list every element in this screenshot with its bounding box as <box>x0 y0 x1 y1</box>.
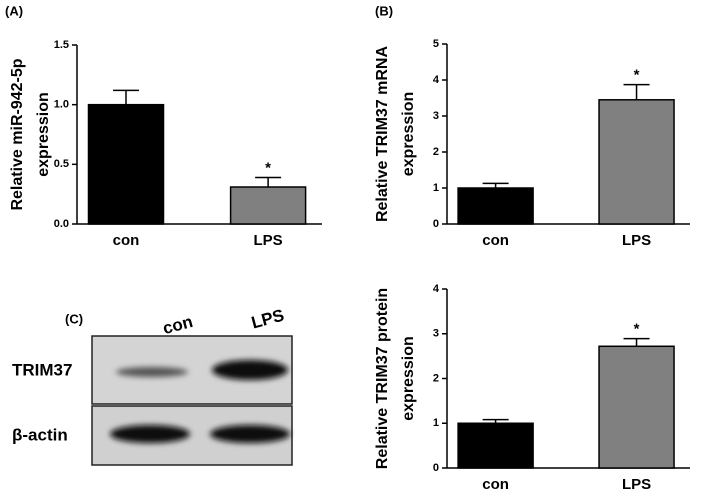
y-axis-label: Relative miR-942-5p <box>9 58 26 210</box>
y-axis-label: expression <box>35 92 52 176</box>
row-label: TRIM37 <box>12 360 72 379</box>
y-tick-label: 4 <box>433 74 440 86</box>
western-blot: (C) con LPS TRIM37 β-actin <box>12 306 293 466</box>
y-tick-label: 0.5 <box>54 158 69 170</box>
bar <box>598 99 675 225</box>
bar <box>457 187 534 225</box>
significance-label: * <box>634 321 640 338</box>
band <box>210 425 290 443</box>
bar <box>87 103 165 225</box>
bar <box>598 345 675 469</box>
x-tick-label: con <box>113 232 140 249</box>
x-tick-label: LPS <box>254 232 283 249</box>
bar <box>457 422 534 469</box>
x-tick-label: con <box>482 232 509 249</box>
y-axis-label: Relative TRIM37 mRNA <box>374 46 391 222</box>
x-tick-label: LPS <box>622 232 651 249</box>
row-label: β-actin <box>12 425 68 444</box>
y-axis-label: expression <box>400 92 417 176</box>
band <box>116 367 188 377</box>
panel-label: (C) <box>65 311 83 326</box>
significance-label: * <box>634 67 640 84</box>
y-tick-label: 1 <box>433 182 439 194</box>
y-tick-label: 3 <box>433 110 439 122</box>
significance-label: * <box>265 159 271 176</box>
y-tick-label: 0.0 <box>54 218 69 230</box>
y-tick-label: 1 <box>433 417 439 429</box>
y-tick-label: 0 <box>433 218 439 230</box>
y-tick-label: 2 <box>433 146 439 158</box>
lane-label: LPS <box>249 306 286 333</box>
bar <box>229 186 307 225</box>
y-tick-label: 3 <box>433 328 439 340</box>
band <box>110 425 190 443</box>
y-axis-label: Relative TRIM37 protein <box>374 288 391 469</box>
x-tick-label: LPS <box>622 476 651 492</box>
y-axis-label: expression <box>400 336 417 420</box>
x-tick-label: con <box>482 476 509 492</box>
y-tick-label: 0 <box>433 462 439 474</box>
y-tick-label: 2 <box>433 372 439 384</box>
y-tick-label: 1.0 <box>54 99 69 111</box>
lane-label: con <box>161 312 195 338</box>
y-tick-label: 1.5 <box>54 39 69 51</box>
panel-label: (B) <box>375 3 393 18</box>
panel-label: (A) <box>5 3 23 18</box>
y-tick-label: 4 <box>433 283 440 295</box>
y-tick-label: 5 <box>433 38 439 50</box>
band <box>212 360 288 380</box>
